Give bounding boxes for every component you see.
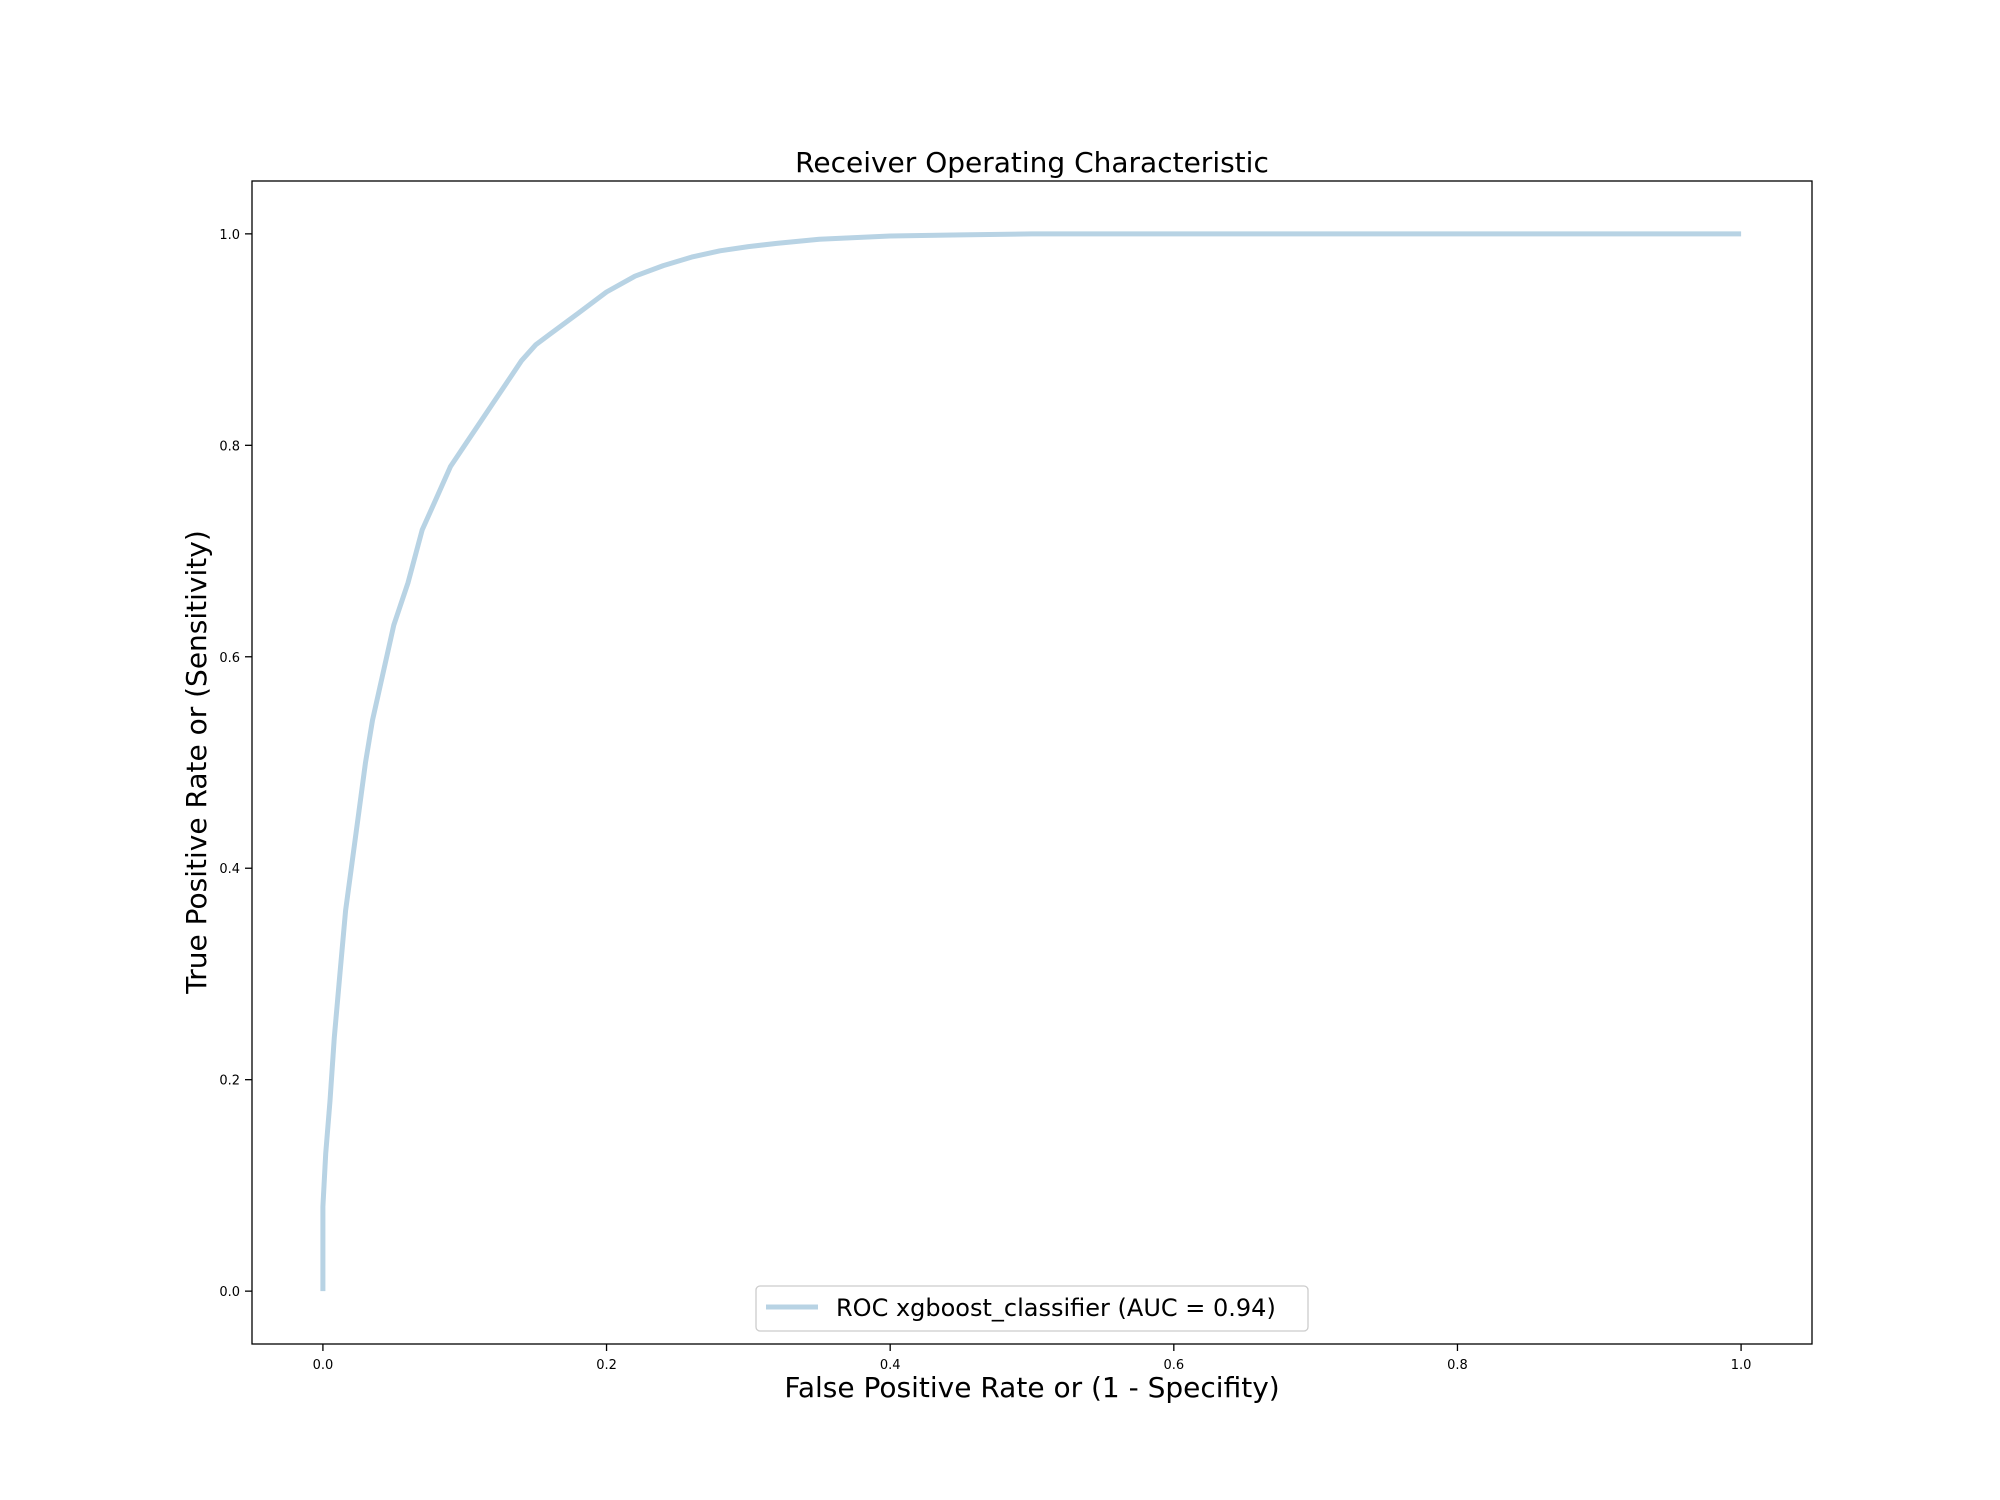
x-tick-label: 0.4 <box>880 1358 901 1373</box>
roc-curve-line <box>320 231 1742 1292</box>
x-tick-label: 0.6 <box>1163 1358 1184 1373</box>
legend-box <box>755 1285 1309 1332</box>
chart-title: Receiver Operating Characteristic <box>795 146 1269 179</box>
plot-area-frame <box>251 180 1813 1345</box>
x-tick-label: 0.0 <box>313 1358 334 1373</box>
x-tick-label: 0.8 <box>1447 1358 1468 1373</box>
legend-label: ROC xgboost_classifier (AUC = 0.94) <box>836 1294 1276 1322</box>
x-tick-label: 0.2 <box>596 1358 617 1373</box>
y-axis-label: True Positive Rate or (Sensitivity) <box>180 530 213 994</box>
series-group <box>320 231 1742 1292</box>
ticks-group: 0.0 0.2 0.4 0.6 0.8 1.0 0.0 0.2 0.4 0.6 0.8 1.0 <box>219 228 1751 1373</box>
y-tick-label: 0.2 <box>219 1074 240 1089</box>
y-tick-label: 0.4 <box>219 862 240 877</box>
y-tick-label: 0.6 <box>219 651 240 666</box>
x-tick-label: 1.0 <box>1731 1358 1752 1373</box>
y-tick-label: 0.8 <box>219 439 240 454</box>
y-tick-label: 0.0 <box>219 1285 240 1300</box>
x-axis-label: False Positive Rate or (1 - Specifity) <box>784 1371 1279 1404</box>
legend: ROC xgboost_classifier (AUC = 0.94) <box>755 1285 1309 1332</box>
y-tick-label: 1.0 <box>219 228 240 243</box>
